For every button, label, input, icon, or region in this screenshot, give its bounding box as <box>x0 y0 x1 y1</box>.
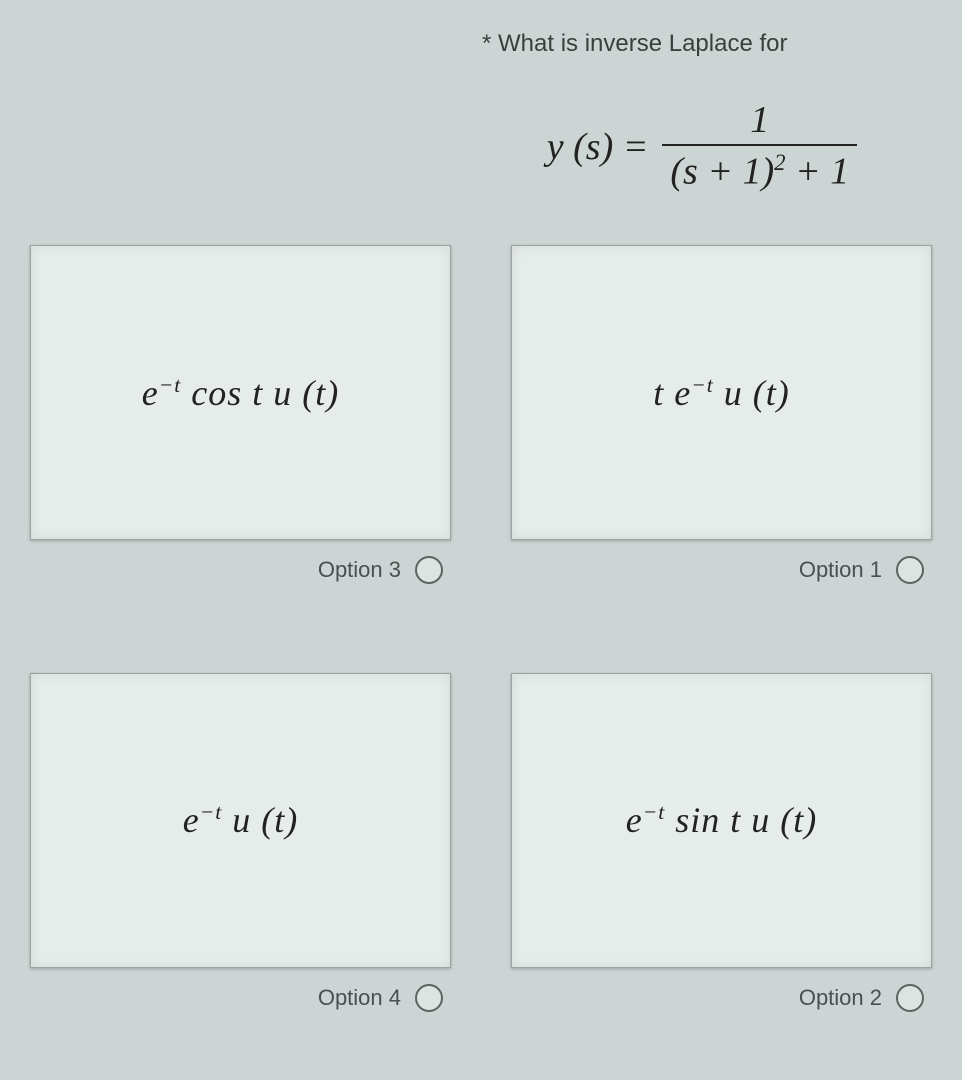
option-radio-3[interactable] <box>415 556 443 584</box>
option-label-3: Option 3 <box>318 557 401 583</box>
formula-denominator: (s + 1)2 + 1 <box>662 144 857 193</box>
option-row-2: Option 2 <box>511 968 932 1028</box>
option-row-4: Option 4 <box>30 968 451 1028</box>
option-radio-4[interactable] <box>415 984 443 1012</box>
option-expr-1: t e−t u (t) <box>653 372 790 414</box>
option-card-4[interactable]: e−t u (t) <box>30 673 451 968</box>
option-card-1[interactable]: t e−t u (t) <box>511 245 932 540</box>
option-card-2[interactable]: e−t sin t u (t) <box>511 673 932 968</box>
option-cell-4: e−t u (t) Option 4 <box>30 673 451 1080</box>
question-formula: y (s) = 1 (s + 1)2 + 1 <box>482 100 922 193</box>
option-cell-3: e−t cos t u (t) Option 3 <box>30 245 451 653</box>
option-card-3[interactable]: e−t cos t u (t) <box>30 245 451 540</box>
option-cell-1: t e−t u (t) Option 1 <box>511 245 932 653</box>
option-expr-2: e−t sin t u (t) <box>626 799 818 841</box>
quiz-page: * What is inverse Laplace for y (s) = 1 … <box>0 0 962 1080</box>
required-asterisk: * <box>482 30 491 57</box>
option-label-4: Option 4 <box>318 985 401 1011</box>
option-expr-4: e−t u (t) <box>183 799 299 841</box>
question-prompt: * What is inverse Laplace for <box>482 30 922 58</box>
option-label-2: Option 2 <box>799 985 882 1011</box>
question-text: What is inverse Laplace for <box>498 30 787 57</box>
option-radio-2[interactable] <box>896 984 924 1012</box>
option-expr-3: e−t cos t u (t) <box>142 372 340 414</box>
formula-numerator: 1 <box>742 100 777 144</box>
option-row-3: Option 3 <box>30 540 451 600</box>
option-label-1: Option 1 <box>799 557 882 583</box>
option-cell-2: e−t sin t u (t) Option 2 <box>511 673 932 1080</box>
option-radio-1[interactable] <box>896 556 924 584</box>
formula-fraction: 1 (s + 1)2 + 1 <box>662 100 857 193</box>
options-grid: e−t cos t u (t) Option 3 t e−t u (t) Opt… <box>30 245 932 1080</box>
formula-lhs: y (s) = <box>547 125 649 169</box>
option-row-1: Option 1 <box>511 540 932 600</box>
